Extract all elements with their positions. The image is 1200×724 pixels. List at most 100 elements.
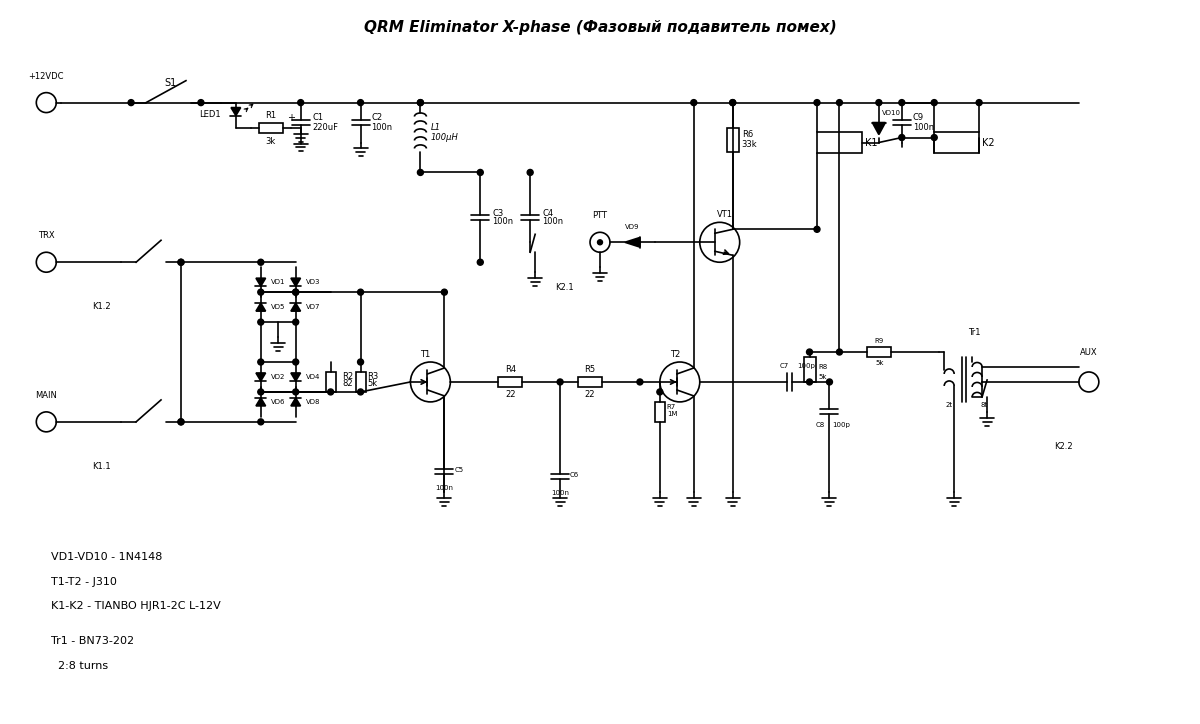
Bar <box>259 122 283 132</box>
Circle shape <box>836 349 842 355</box>
Text: MAIN: MAIN <box>35 391 58 400</box>
Circle shape <box>178 419 184 425</box>
Text: R6: R6 <box>742 130 752 139</box>
Text: VD7: VD7 <box>306 304 320 310</box>
Circle shape <box>976 100 982 106</box>
Bar <box>817 132 862 153</box>
Circle shape <box>418 100 424 106</box>
Text: PTT: PTT <box>593 211 607 220</box>
Circle shape <box>730 100 736 106</box>
Text: VD9: VD9 <box>625 224 640 230</box>
Circle shape <box>198 100 204 106</box>
Text: 220uF: 220uF <box>313 123 338 132</box>
Circle shape <box>899 100 905 106</box>
Circle shape <box>358 389 364 395</box>
Polygon shape <box>290 398 300 406</box>
Text: T2: T2 <box>670 350 680 359</box>
Circle shape <box>656 389 662 395</box>
Text: R2: R2 <box>342 372 354 382</box>
Text: S1: S1 <box>164 77 178 88</box>
Text: 82: 82 <box>342 379 353 389</box>
Text: R5: R5 <box>584 365 595 374</box>
Text: +: + <box>287 112 295 122</box>
Bar <box>868 347 892 357</box>
Circle shape <box>814 227 820 232</box>
Circle shape <box>931 135 937 140</box>
Bar <box>578 377 602 387</box>
Text: C6: C6 <box>570 472 580 478</box>
Text: R9: R9 <box>875 338 884 344</box>
Circle shape <box>527 169 533 175</box>
Text: C3: C3 <box>492 209 504 218</box>
Text: 3k: 3k <box>265 137 276 146</box>
Polygon shape <box>232 108 241 116</box>
Text: K2: K2 <box>982 138 995 148</box>
Circle shape <box>557 379 563 385</box>
Text: K1.1: K1.1 <box>92 462 110 471</box>
Circle shape <box>730 100 736 106</box>
Text: C9: C9 <box>913 113 924 122</box>
Text: 100n: 100n <box>551 489 569 496</box>
Text: K1-K2 - TIANBO HJR1-2C L-12V: K1-K2 - TIANBO HJR1-2C L-12V <box>52 602 221 612</box>
Circle shape <box>814 100 820 106</box>
Circle shape <box>598 240 602 245</box>
Polygon shape <box>256 303 265 311</box>
Polygon shape <box>872 122 886 135</box>
Circle shape <box>899 135 905 140</box>
Circle shape <box>178 419 184 425</box>
Text: T1-T2 - J310: T1-T2 - J310 <box>52 576 118 586</box>
Circle shape <box>178 259 184 265</box>
Circle shape <box>258 359 264 365</box>
Text: Tr1 - BN73-202: Tr1 - BN73-202 <box>52 636 134 647</box>
Text: 100μH: 100μH <box>431 133 458 142</box>
Bar <box>355 372 366 392</box>
Text: K1.2: K1.2 <box>92 302 110 311</box>
Circle shape <box>806 349 812 355</box>
Text: Tr1: Tr1 <box>968 328 980 337</box>
Text: +12VDC: +12VDC <box>29 72 64 80</box>
Circle shape <box>637 379 643 385</box>
Text: K2.2: K2.2 <box>1055 442 1073 451</box>
Text: C7: C7 <box>780 363 790 369</box>
Circle shape <box>358 359 364 365</box>
Text: 100n: 100n <box>542 216 563 226</box>
Text: R8: R8 <box>818 364 828 370</box>
Text: 2t: 2t <box>946 402 953 408</box>
Circle shape <box>836 100 842 106</box>
Text: C5: C5 <box>455 467 463 473</box>
Text: LED1: LED1 <box>199 110 221 119</box>
Polygon shape <box>290 278 300 286</box>
Text: 1M: 1M <box>667 411 677 417</box>
Bar <box>655 402 665 422</box>
Circle shape <box>128 100 134 106</box>
Circle shape <box>293 359 299 365</box>
Text: 100n: 100n <box>492 216 514 226</box>
Bar <box>935 132 979 153</box>
Circle shape <box>178 259 184 265</box>
Bar <box>727 127 739 153</box>
Text: VD10: VD10 <box>882 109 901 116</box>
Text: R1: R1 <box>265 111 276 119</box>
Circle shape <box>258 419 264 425</box>
Text: K1: K1 <box>865 138 877 148</box>
Text: R3: R3 <box>367 372 379 382</box>
Text: 5k: 5k <box>367 379 378 389</box>
Circle shape <box>478 169 484 175</box>
Text: VD2: VD2 <box>271 374 286 380</box>
Circle shape <box>876 100 882 106</box>
Circle shape <box>293 389 299 395</box>
Circle shape <box>258 319 264 325</box>
Text: 33k: 33k <box>742 140 757 149</box>
Text: 22: 22 <box>584 390 595 399</box>
Bar <box>498 377 522 387</box>
Circle shape <box>418 169 424 175</box>
Text: C1: C1 <box>313 113 324 122</box>
Circle shape <box>293 289 299 295</box>
Text: VD6: VD6 <box>271 399 286 405</box>
Text: VD4: VD4 <box>306 374 320 380</box>
Text: 22: 22 <box>505 390 516 399</box>
Text: VT1: VT1 <box>716 211 733 219</box>
Text: 100p: 100p <box>833 422 851 428</box>
Circle shape <box>258 259 264 265</box>
Circle shape <box>328 389 334 395</box>
